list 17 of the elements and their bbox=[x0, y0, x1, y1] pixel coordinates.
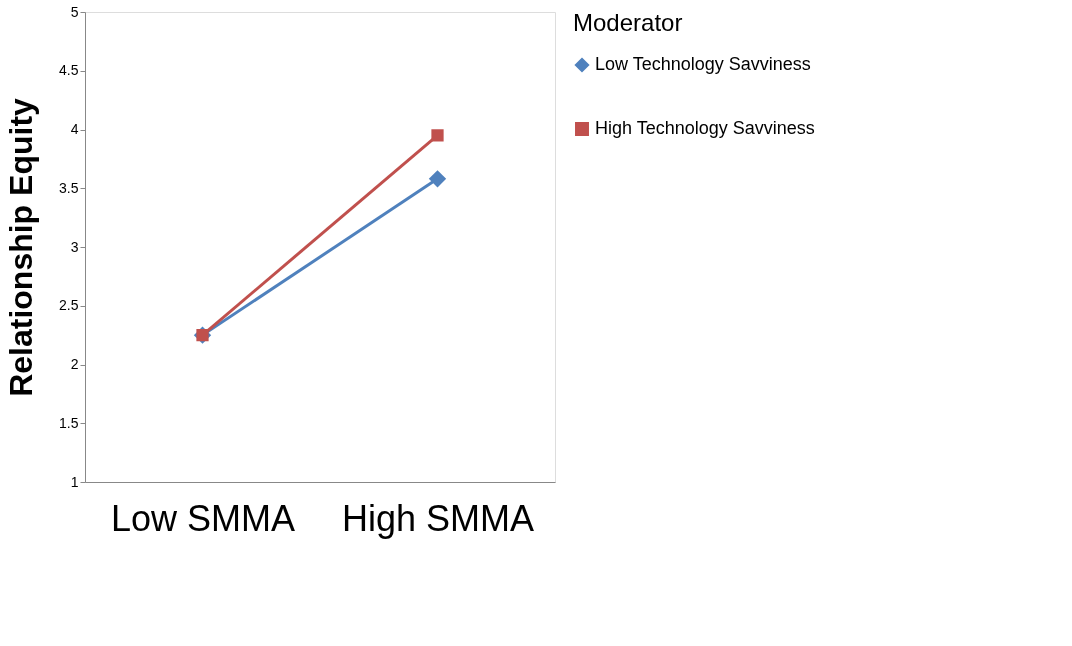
y-tick-label: 3.5 bbox=[59, 179, 79, 196]
y-tick-label: 2 bbox=[70, 356, 79, 372]
y-tick-label: 4 bbox=[70, 121, 79, 137]
point bbox=[428, 170, 447, 188]
legend-title: Moderator bbox=[573, 9, 683, 36]
y-tick-label: 5 bbox=[70, 3, 79, 20]
legend-label: High Technology Savviness bbox=[595, 118, 815, 138]
legend-label: Low Technology Savviness bbox=[595, 54, 811, 74]
x-tick-label: High SMMA bbox=[341, 497, 535, 539]
x-tick-label: Low SMMA bbox=[110, 497, 296, 539]
y-tick-label: 4.5 bbox=[59, 62, 79, 79]
point bbox=[431, 129, 444, 142]
y-tick-label: 3 bbox=[70, 238, 79, 255]
y-tick-label: 1.5 bbox=[59, 414, 79, 431]
y-tick-label: 1 bbox=[70, 473, 79, 490]
y-tick-label: 2.5 bbox=[59, 297, 79, 314]
y-axis-title: Relationship Equity bbox=[3, 97, 40, 397]
